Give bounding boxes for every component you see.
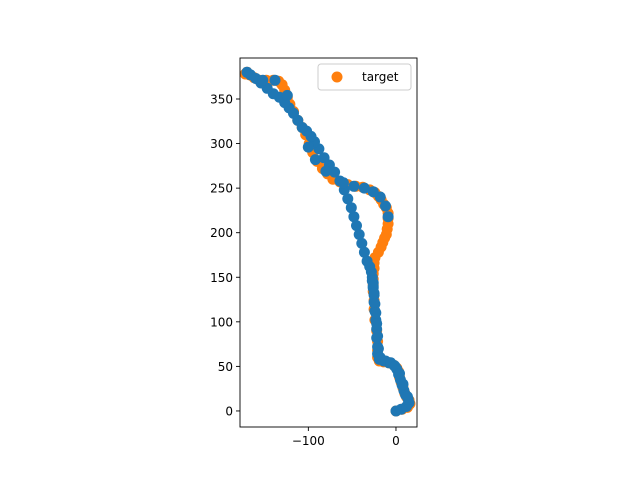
predicted-point xyxy=(309,154,321,166)
predicted-point xyxy=(367,186,379,198)
predicted-point xyxy=(345,202,357,214)
predicted-point xyxy=(348,211,360,223)
predicted-point xyxy=(380,200,391,212)
predicted-point xyxy=(358,182,370,194)
predicted-point xyxy=(361,255,373,267)
legend-label-target: target xyxy=(362,70,399,84)
x-tick-label: −100 xyxy=(292,434,325,448)
legend-box xyxy=(317,63,412,91)
predicted-point xyxy=(269,74,281,86)
predicted-point xyxy=(382,211,394,223)
predicted-point xyxy=(356,237,368,249)
predicted-point xyxy=(351,220,362,232)
predicted-point xyxy=(241,66,253,78)
predicted-point xyxy=(348,180,360,192)
predicted-point xyxy=(342,193,354,205)
predicted-point xyxy=(368,287,380,299)
predicted-point xyxy=(358,246,370,258)
predicted-point xyxy=(394,368,405,379)
y-tick-label: 250 xyxy=(210,182,233,196)
y-tick-label: 0 xyxy=(225,404,233,418)
predicted-point xyxy=(371,318,383,330)
predicted-point xyxy=(369,298,381,310)
predicted-point xyxy=(353,229,365,240)
predicted-point xyxy=(401,391,413,403)
predicted-point xyxy=(257,74,269,86)
y-tick-label: 100 xyxy=(210,315,233,329)
predicted-point xyxy=(337,177,349,189)
y-tick-label: 300 xyxy=(210,137,233,151)
predicted-point xyxy=(302,141,314,153)
axes-frame xyxy=(239,57,418,428)
predicted-point xyxy=(372,343,384,355)
points-layer xyxy=(239,66,416,417)
legend-marker-target xyxy=(331,71,343,83)
y-tick-label: 350 xyxy=(210,93,233,107)
y-tick-label: 50 xyxy=(218,360,233,374)
predicted-point xyxy=(372,330,384,342)
y-tick-label: 150 xyxy=(210,271,233,285)
y-tick-label: 200 xyxy=(210,226,233,240)
predicted-point xyxy=(318,152,330,164)
predicted-point xyxy=(320,165,332,177)
predicted-point xyxy=(281,89,293,101)
x-tick-label: 0 xyxy=(392,434,400,448)
ticks-layer: −100 0 0 50 100 150 200 250 300 350 xyxy=(210,93,400,449)
predicted-point xyxy=(397,378,409,390)
legend: target xyxy=(317,63,412,91)
series-predicted xyxy=(241,66,415,417)
predicted-point xyxy=(370,307,382,319)
